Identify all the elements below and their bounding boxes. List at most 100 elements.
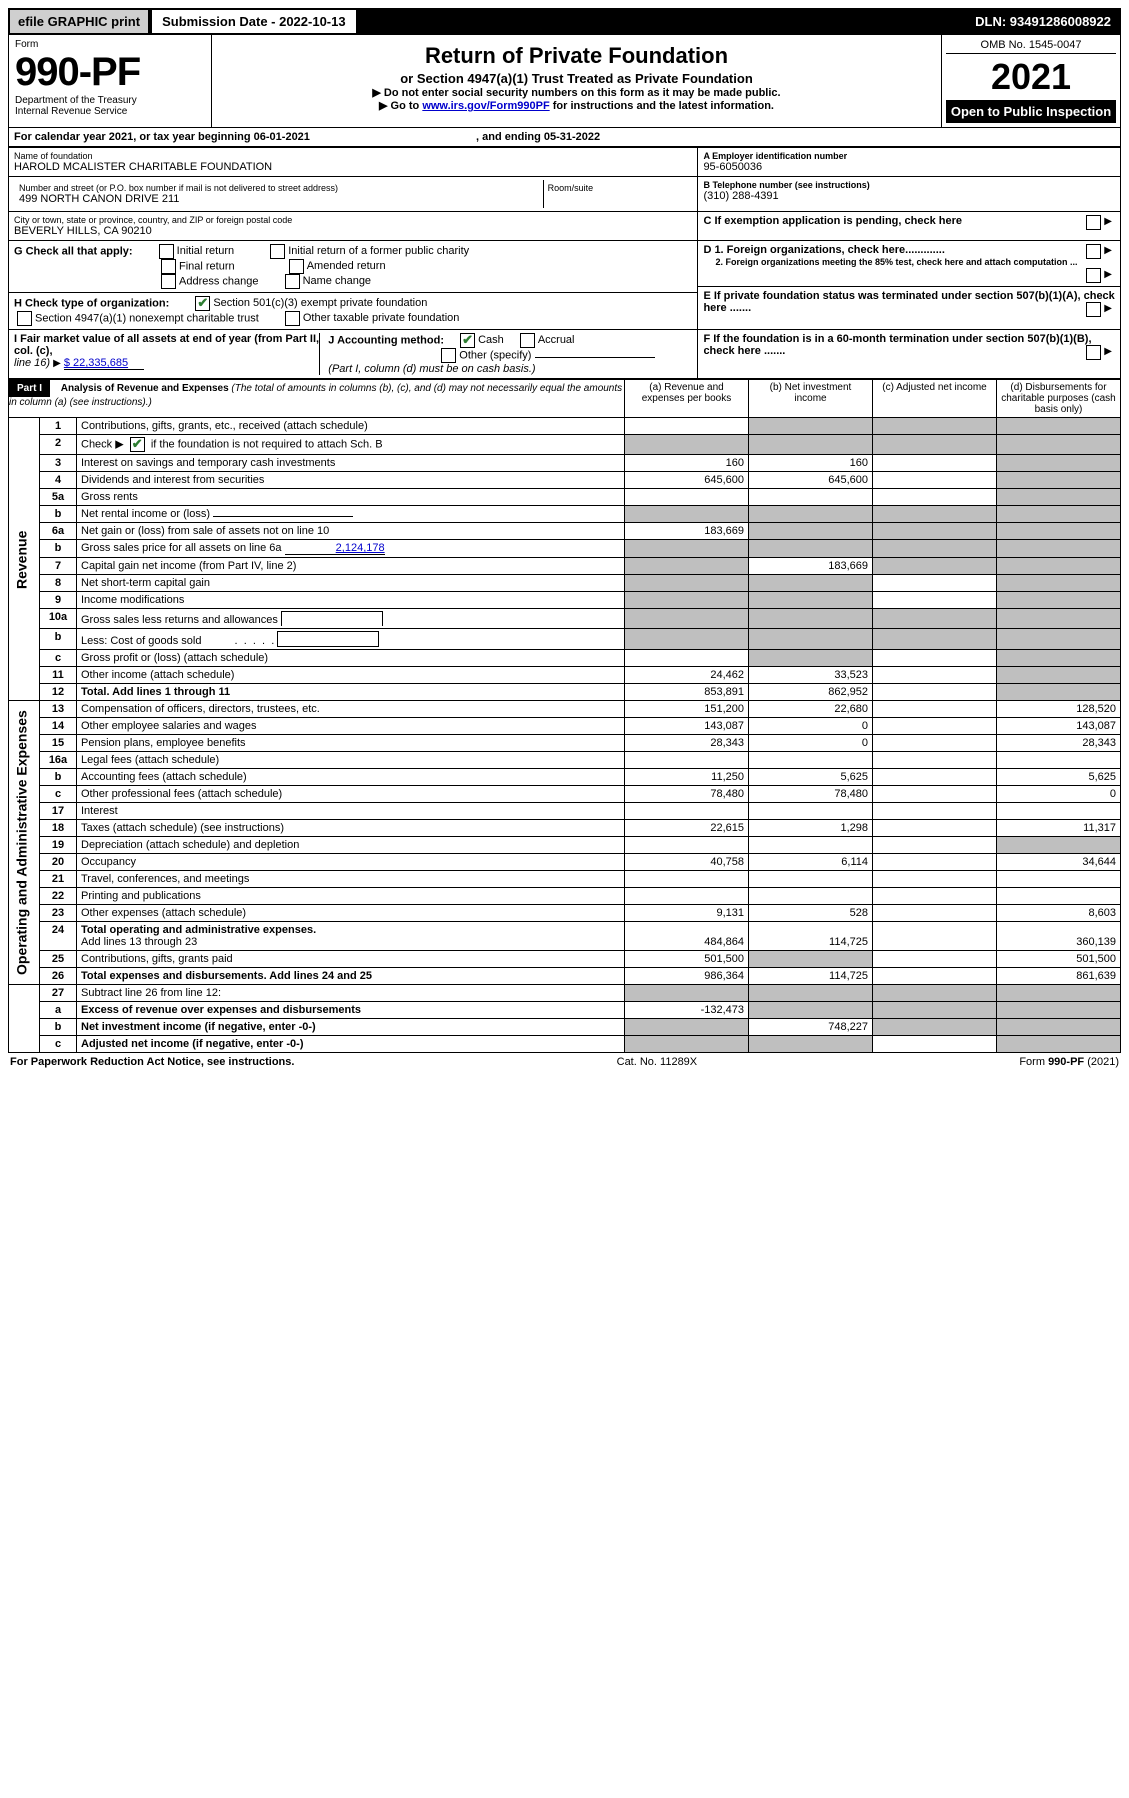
dept: Department of the Treasury	[15, 95, 205, 106]
row16c: Other professional fees (attach schedule…	[77, 786, 625, 803]
cb-other-acct[interactable]	[441, 348, 456, 363]
v26a: 986,364	[625, 968, 749, 985]
v25a: 501,500	[625, 951, 749, 968]
form-header: Form 990-PF Department of the Treasury I…	[8, 35, 1121, 128]
v25d: 501,500	[997, 951, 1121, 968]
v20d: 34,644	[997, 854, 1121, 871]
v20b: 6,114	[749, 854, 873, 871]
row10a: Gross sales less returns and allowances	[77, 609, 625, 629]
i-label: I Fair market value of all assets at end…	[14, 333, 319, 357]
j-note: (Part I, column (d) must be on cash basi…	[328, 363, 692, 375]
g5: Address change	[179, 275, 259, 287]
v12b: 862,952	[749, 684, 873, 701]
j-label: J Accounting method:	[328, 334, 444, 346]
v24b: 114,725	[749, 922, 873, 951]
efile-print-btn[interactable]: efile GRAPHIC print	[10, 10, 148, 33]
v12a: 853,891	[625, 684, 749, 701]
c-checkbox[interactable]	[1086, 215, 1101, 230]
d2: 2. Foreign organizations meeting the 85%…	[715, 257, 1077, 267]
addr: 499 NORTH CANON DRIVE 211	[19, 193, 538, 205]
v16ca: 78,480	[625, 786, 749, 803]
cb-accrual[interactable]	[520, 333, 535, 348]
h1: Section 501(c)(3) exempt private foundat…	[213, 297, 427, 309]
cb-e[interactable]	[1086, 302, 1101, 317]
footer-left: For Paperwork Reduction Act Notice, see …	[10, 1056, 294, 1068]
v14b: 0	[749, 718, 873, 735]
submission-date: Submission Date - 2022-10-13	[152, 10, 356, 33]
v24a: 484,864	[625, 922, 749, 951]
row27: Subtract line 26 from line 12:	[77, 985, 625, 1002]
cb-amended[interactable]	[289, 259, 304, 274]
cb-cash[interactable]	[460, 333, 475, 348]
header-right: OMB No. 1545-0047 2021 Open to Public In…	[941, 35, 1120, 127]
v13b: 22,680	[749, 701, 873, 718]
cb-d1[interactable]	[1086, 244, 1101, 259]
row9: Income modifications	[77, 592, 625, 609]
v26d: 861,639	[997, 968, 1121, 985]
v15a: 28,343	[625, 735, 749, 752]
row8: Net short-term capital gain	[77, 575, 625, 592]
part1-title: Analysis of Revenue and Expenses	[61, 383, 229, 394]
cb-d2[interactable]	[1086, 268, 1101, 283]
j3: Other (specify)	[459, 349, 531, 361]
ein: 95-6050036	[703, 161, 1115, 173]
cb-initial[interactable]	[159, 244, 174, 259]
city-label: City or town, state or province, country…	[14, 215, 692, 225]
cb-addr-change[interactable]	[161, 274, 176, 289]
phone: (310) 288-4391	[703, 190, 1115, 202]
irs-link[interactable]: www.irs.gov/Form990PF	[422, 100, 549, 112]
cb-f[interactable]	[1086, 345, 1101, 360]
v16ba: 11,250	[625, 769, 749, 786]
cb-name-change[interactable]	[285, 274, 300, 289]
form-number: 990-PF	[15, 50, 205, 95]
v4a: 645,600	[625, 472, 749, 489]
row6a: Net gain or (loss) from sale of assets n…	[77, 523, 625, 540]
v3a: 160	[625, 455, 749, 472]
col-d: (d) Disbursements for charitable purpose…	[997, 380, 1121, 418]
g3: Final return	[179, 260, 235, 272]
v6b[interactable]: 2,124,178	[285, 542, 385, 555]
g-label: G Check all that apply:	[14, 245, 133, 257]
c-label: C If exemption application is pending, c…	[703, 215, 962, 227]
v27aa: -132,473	[625, 1002, 749, 1019]
footer: For Paperwork Reduction Act Notice, see …	[8, 1053, 1121, 1071]
v15d: 28,343	[997, 735, 1121, 752]
warn1: ▶ Do not enter social security numbers o…	[218, 86, 935, 99]
v24d: 360,139	[997, 922, 1121, 951]
v14a: 143,087	[625, 718, 749, 735]
omb: OMB No. 1545-0047	[946, 39, 1116, 54]
row4: Dividends and interest from securities	[77, 472, 625, 489]
v26b: 114,725	[749, 968, 873, 985]
h-label: H Check type of organization:	[14, 297, 169, 309]
v16bd: 5,625	[997, 769, 1121, 786]
name-label: Name of foundation	[14, 151, 692, 161]
i-val[interactable]: $ 22,335,685	[64, 357, 144, 370]
v16cb: 78,480	[749, 786, 873, 803]
row13: Compensation of officers, directors, tru…	[77, 701, 625, 718]
row5a: Gross rents	[77, 489, 625, 506]
cb-final[interactable]	[161, 259, 176, 274]
row17: Interest	[77, 803, 625, 820]
row19: Depreciation (attach schedule) and deple…	[77, 837, 625, 854]
j2: Accrual	[538, 334, 575, 346]
footer-right: Form Form 990-PF (2021)990-PF (2021)	[1019, 1056, 1119, 1068]
cal-begin: For calendar year 2021, or tax year begi…	[14, 131, 310, 143]
warn2-pre: ▶ Go to	[379, 100, 422, 112]
cb-501c3[interactable]	[195, 296, 210, 311]
row1: Contributions, gifts, grants, etc., rece…	[77, 418, 625, 435]
col-b: (b) Net investment income	[749, 380, 873, 418]
d1: D 1. Foreign organizations, check here..…	[703, 244, 944, 256]
cb-other-tax[interactable]	[285, 311, 300, 326]
row15: Pension plans, employee benefits	[77, 735, 625, 752]
cb-4947[interactable]	[17, 311, 32, 326]
cb-schb[interactable]	[130, 437, 145, 452]
row22: Printing and publications	[77, 888, 625, 905]
row3: Interest on savings and temporary cash i…	[77, 455, 625, 472]
foundation-name: HAROLD MCALISTER CHARITABLE FOUNDATION	[14, 161, 692, 173]
cb-initial-former[interactable]	[270, 244, 285, 259]
v7b: 183,669	[749, 558, 873, 575]
j1: Cash	[478, 334, 504, 346]
row27b: Net investment income (if negative, ente…	[77, 1019, 625, 1036]
row11: Other income (attach schedule)	[77, 667, 625, 684]
row23: Other expenses (attach schedule)	[77, 905, 625, 922]
